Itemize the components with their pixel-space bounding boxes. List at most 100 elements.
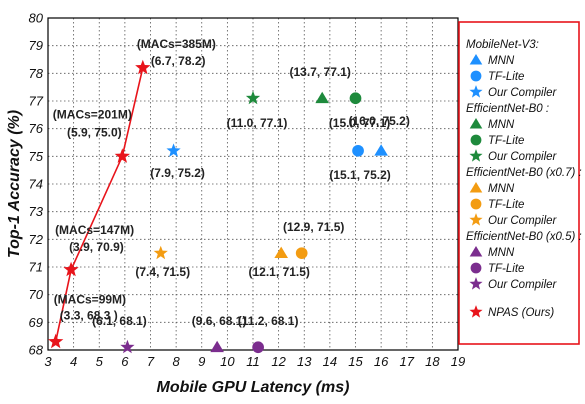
x-tick-label: 3	[44, 354, 52, 369]
x-tick-label: 5	[96, 354, 104, 369]
data-point-label: (13.7, 77.1)	[290, 65, 351, 79]
data-point-label: (3.9, 70.9)	[69, 240, 124, 254]
data-point-star	[114, 148, 130, 163]
data-point-star	[135, 59, 151, 75]
legend-item-label: TF-Lite	[488, 71, 524, 83]
legend-item-label: Our Compiler	[488, 151, 558, 163]
y-tick-label: 73	[29, 204, 44, 219]
data-point-star	[245, 90, 261, 105]
x-tick-label: 14	[323, 354, 337, 369]
data-point-label: (MACs=99M)	[54, 293, 126, 307]
y-tick-label: 78	[29, 66, 44, 81]
x-tick-label: 15	[348, 354, 363, 369]
legend-group-title: MobileNet-V3:	[466, 39, 539, 51]
legend-marker-triangle	[469, 54, 483, 65]
series-lines	[54, 67, 144, 342]
y-tick-label: 75	[29, 149, 44, 164]
data-point-label: (11.0, 77.1)	[227, 116, 288, 130]
data-point-label: (MACs=147M)	[55, 223, 134, 237]
y-tick-label: 77	[29, 94, 44, 109]
data-point-star	[48, 333, 64, 349]
data-point-label: (12.1, 71.5)	[249, 265, 310, 279]
y-axis-label: Top-1 Accuracy (%)	[6, 110, 23, 258]
legend-marker-star	[469, 305, 483, 318]
data-point-triangle	[274, 246, 289, 259]
legend-item-label: Our Compiler	[488, 87, 558, 99]
y-tick-label: 79	[29, 38, 43, 53]
data-point-label: (11.2, 68.1)	[238, 314, 299, 328]
x-tick-label: 4	[70, 354, 77, 369]
data-point-triangle	[210, 340, 224, 353]
data-point-label: (6.7, 78.2)	[151, 54, 206, 68]
x-tick-label: 11	[246, 354, 260, 369]
y-tick-label: 71	[29, 260, 43, 275]
legend-marker-circle	[470, 134, 482, 146]
x-axis-ticks: 3 4 5 6 7 8 9 10 11 12 13 14 15 16 17 18 19	[44, 354, 465, 369]
data-point-label: (12.9, 71.5)	[283, 220, 344, 234]
y-tick-label: 80	[29, 11, 44, 26]
data-point-star	[120, 339, 135, 354]
data-point-label: (6.1, 68.1)	[92, 314, 147, 328]
legend-marker-star	[469, 213, 483, 226]
x-tick-label: 17	[400, 354, 415, 369]
legend-item-label: MNN	[488, 247, 515, 259]
data-point-label: (7.4, 71.5)	[135, 265, 190, 279]
legend-marker-star	[469, 277, 483, 290]
legend-marker-circle	[470, 262, 482, 274]
data-point-star	[153, 245, 168, 260]
x-tick-label: 18	[425, 354, 440, 369]
data-point-circle	[252, 341, 264, 354]
data-point-label: (7.9, 75.2)	[150, 166, 205, 180]
legend: MobileNet-V3: MNN TF-Lite Our Compiler Effic…	[458, 21, 582, 345]
x-tick-label: 12	[271, 354, 286, 369]
data-point-star	[63, 261, 79, 277]
y-tick-label: 74	[29, 177, 43, 192]
legend-marker-circle	[470, 70, 482, 82]
legend-marker-triangle	[469, 182, 483, 193]
legend-group-title: EfficientNet-B0 (x0.5) :	[466, 231, 582, 243]
legend-item-label: TF-Lite	[488, 263, 524, 275]
x-tick-label: 8	[173, 354, 181, 369]
x-tick-label: 6	[121, 354, 129, 369]
y-tick-label: 68	[29, 343, 44, 358]
legend-marker-star	[469, 85, 483, 98]
x-tick-label: 19	[451, 354, 465, 369]
x-tick-label: 9	[198, 354, 205, 369]
data-point-label: (15.1, 75.2)	[329, 168, 390, 182]
legend-item-label: Our Compiler	[488, 215, 558, 227]
legend-marker-star	[469, 149, 483, 162]
y-tick-label: 70	[29, 287, 44, 302]
legend-marker-triangle	[469, 246, 483, 257]
data-point-label: (3.3, 68.3 )	[60, 309, 118, 323]
grid-lines	[48, 18, 458, 350]
data-point-circle	[295, 247, 308, 260]
x-tick-label: 16	[374, 354, 389, 369]
legend-item-label: NPAS (Ours)	[488, 307, 554, 319]
data-point-label: (5.9, 75.0)	[67, 125, 122, 139]
data-point-circle	[352, 144, 364, 157]
legend-marker-triangle	[469, 118, 483, 129]
y-tick-label: 76	[29, 121, 44, 136]
data-point-circle	[349, 92, 362, 105]
x-tick-label: 7	[147, 354, 155, 369]
legend-marker-circle	[470, 198, 482, 210]
y-tick-label: 69	[29, 315, 43, 330]
series-markers	[48, 59, 388, 354]
data-point-label: (MACs=201M)	[53, 107, 132, 121]
y-axis-ticks: 68 69 70 71 72 73 74 75 76 77 78 79 80	[29, 11, 44, 358]
x-tick-label: 10	[220, 354, 235, 369]
x-tick-label: 13	[297, 354, 312, 369]
legend-group-title: EfficientNet-B0 :	[466, 103, 549, 115]
data-point-star	[166, 143, 181, 157]
data-point-triangle	[315, 91, 330, 104]
legend-item-label: MNN	[488, 183, 515, 195]
legend-item-label: MNN	[488, 119, 515, 131]
data-annotations: (MACs=385M) (6.7, 78.2) (MACs=201M) (5.9, 7…	[53, 37, 410, 328]
data-point-label: (15.0, 77.1)	[329, 116, 390, 130]
data-point-label: (9.6, 68.1)	[192, 314, 247, 328]
data-point-label: (16.0, 75.2)	[348, 114, 409, 128]
legend-item-label: Our Compiler	[488, 279, 558, 291]
data-point-label: (MACs=385M)	[137, 37, 216, 51]
x-axis-label: Mobile GPU Latency (ms)	[157, 379, 350, 396]
